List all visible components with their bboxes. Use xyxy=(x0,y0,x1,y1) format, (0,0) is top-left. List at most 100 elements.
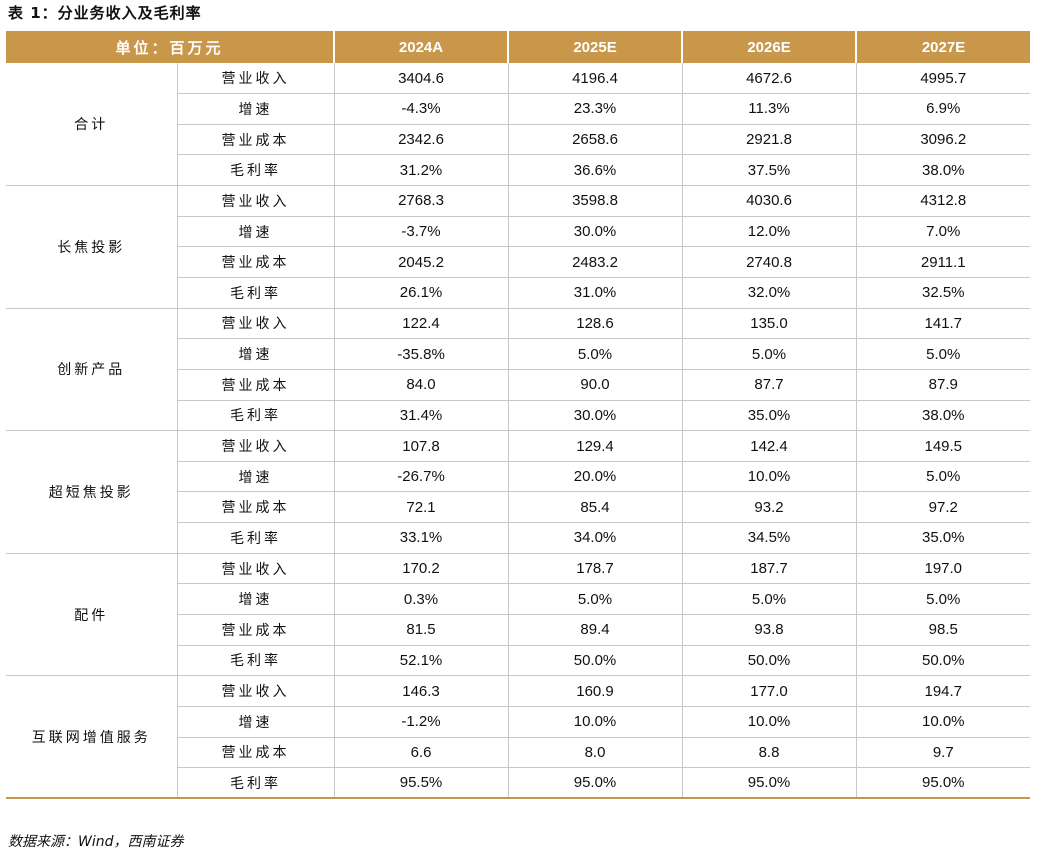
metric-label-cell: 增速 xyxy=(177,461,335,493)
value-cell: 2911.1 xyxy=(856,246,1031,278)
segment-name-cell: 互联网增值服务 xyxy=(6,675,178,800)
value-cell: 8.8 xyxy=(682,737,857,769)
metric-label-cell: 毛利率 xyxy=(177,154,335,187)
value-cell: 5.0% xyxy=(856,338,1031,370)
value-cell: 2768.3 xyxy=(334,185,509,217)
value-cell: 0.3% xyxy=(334,583,509,616)
table-row: 营业成本 6.6 8.0 8.8 9.7 xyxy=(6,737,1031,769)
value-cell: 10.0% xyxy=(508,706,683,738)
value-cell: 12.0% xyxy=(682,216,857,248)
year-header: 2024A xyxy=(334,31,510,63)
value-cell: 5.0% xyxy=(856,583,1031,616)
value-cell: 31.4% xyxy=(334,400,509,432)
value-cell: 6.6 xyxy=(334,737,509,769)
value-cell: 36.6% xyxy=(508,154,683,187)
table-row: 营业成本 81.5 89.4 93.8 98.5 xyxy=(6,614,1031,646)
value-cell: -35.8% xyxy=(334,338,509,370)
table-row: 增速 0.3% 5.0% 5.0% 5.0% xyxy=(6,583,1031,616)
value-cell: 4312.8 xyxy=(856,185,1031,217)
value-cell: 89.4 xyxy=(508,614,683,646)
value-cell: 10.0% xyxy=(682,706,857,738)
table-row: 增速 -26.7% 20.0% 10.0% 5.0% xyxy=(6,461,1031,493)
value-cell: 10.0% xyxy=(856,706,1031,738)
metric-label-cell: 营业收入 xyxy=(177,63,335,95)
value-cell: 5.0% xyxy=(508,583,683,616)
metric-label-cell: 营业收入 xyxy=(177,308,335,340)
value-cell: 87.7 xyxy=(682,369,857,401)
value-cell: 129.4 xyxy=(508,430,683,462)
table-row: 毛利率 26.1% 31.0% 32.0% 32.5% xyxy=(6,277,1031,309)
value-cell: 178.7 xyxy=(508,553,683,585)
table-row: 增速 -1.2% 10.0% 10.0% 10.0% xyxy=(6,706,1031,738)
value-cell: -3.7% xyxy=(334,216,509,248)
value-cell: 35.0% xyxy=(856,522,1031,554)
value-cell: 31.0% xyxy=(508,277,683,309)
table-row: 营业成本 2342.6 2658.6 2921.8 3096.2 xyxy=(6,124,1031,156)
table-row: 长焦投影 营业收入 2768.3 3598.8 4030.6 4312.8 xyxy=(6,185,1031,309)
metric-label-cell: 营业成本 xyxy=(177,614,335,646)
table-body: 合计 营业收入 3404.6 4196.4 4672.6 4995.7 增速 -4.3% 23.… xyxy=(6,63,1031,800)
value-cell: 7.0% xyxy=(856,216,1031,248)
source-note: 数据来源：Wind，西南证券 xyxy=(8,834,184,850)
value-cell: 197.0 xyxy=(856,553,1031,585)
value-cell: -1.2% xyxy=(334,706,509,738)
value-cell: 93.2 xyxy=(682,491,857,524)
table-row: 增速 -35.8% 5.0% 5.0% 5.0% xyxy=(6,338,1031,370)
value-cell: 50.0% xyxy=(856,645,1031,677)
value-cell: 5.0% xyxy=(856,461,1031,493)
metric-label-cell: 增速 xyxy=(177,93,335,125)
metric-label-cell: 增速 xyxy=(177,706,335,738)
value-cell: 95.0% xyxy=(856,767,1031,800)
table-row: 毛利率 52.1% 50.0% 50.0% 50.0% xyxy=(6,645,1031,677)
segment-name-cell: 配件 xyxy=(6,553,178,677)
value-cell: 95.0% xyxy=(508,767,683,800)
value-cell: 146.3 xyxy=(334,675,509,707)
segment-name-cell: 超短焦投影 xyxy=(6,430,178,554)
value-cell: 6.9% xyxy=(856,93,1031,125)
value-cell: 87.9 xyxy=(856,369,1031,401)
table-row: 营业成本 2045.2 2483.2 2740.8 2911.1 xyxy=(6,246,1031,278)
value-cell: 141.7 xyxy=(856,308,1031,340)
value-cell: 194.7 xyxy=(856,675,1031,707)
metric-label-cell: 营业收入 xyxy=(177,675,335,707)
value-cell: 20.0% xyxy=(508,461,683,493)
value-cell: 34.0% xyxy=(508,522,683,554)
value-cell: 5.0% xyxy=(508,338,683,370)
value-cell: 81.5 xyxy=(334,614,509,646)
table-row: 毛利率 95.5% 95.0% 95.0% 95.0% xyxy=(6,767,1031,800)
segment-name-cell: 合计 xyxy=(6,63,178,187)
header-row: 单位：百万元 2024A 2025E 2026E 2027E xyxy=(6,31,1031,63)
value-cell: 52.1% xyxy=(334,645,509,677)
value-cell: 122.4 xyxy=(334,308,509,340)
value-cell: 30.0% xyxy=(508,216,683,248)
unit-header: 单位：百万元 xyxy=(6,31,336,63)
value-cell: 72.1 xyxy=(334,491,509,524)
value-cell: 9.7 xyxy=(856,737,1031,769)
value-cell: 32.0% xyxy=(682,277,857,309)
value-cell: 142.4 xyxy=(682,430,857,462)
value-cell: 37.5% xyxy=(682,154,857,187)
value-cell: 187.7 xyxy=(682,553,857,585)
year-header: 2025E xyxy=(508,31,684,63)
value-cell: 23.3% xyxy=(508,93,683,125)
year-header: 2026E xyxy=(682,31,858,63)
value-cell: 32.5% xyxy=(856,277,1031,309)
metric-label-cell: 营业成本 xyxy=(177,737,335,769)
value-cell: -4.3% xyxy=(334,93,509,125)
value-cell: 2483.2 xyxy=(508,246,683,278)
value-cell: 2658.6 xyxy=(508,124,683,156)
value-cell: 26.1% xyxy=(334,277,509,309)
value-cell: 10.0% xyxy=(682,461,857,493)
value-cell: 8.0 xyxy=(508,737,683,769)
segment-name-cell: 创新产品 xyxy=(6,308,178,432)
value-cell: 33.1% xyxy=(334,522,509,554)
table-row: 毛利率 31.4% 30.0% 35.0% 38.0% xyxy=(6,400,1031,432)
value-cell: 170.2 xyxy=(334,553,509,585)
table-row: 增速 -3.7% 30.0% 12.0% 7.0% xyxy=(6,216,1031,248)
table-row: 合计 营业收入 3404.6 4196.4 4672.6 4995.7 xyxy=(6,63,1031,187)
value-cell: 3598.8 xyxy=(508,185,683,217)
value-cell: 5.0% xyxy=(682,583,857,616)
value-cell: 149.5 xyxy=(856,430,1031,462)
metric-label-cell: 增速 xyxy=(177,583,335,616)
value-cell: 50.0% xyxy=(682,645,857,677)
